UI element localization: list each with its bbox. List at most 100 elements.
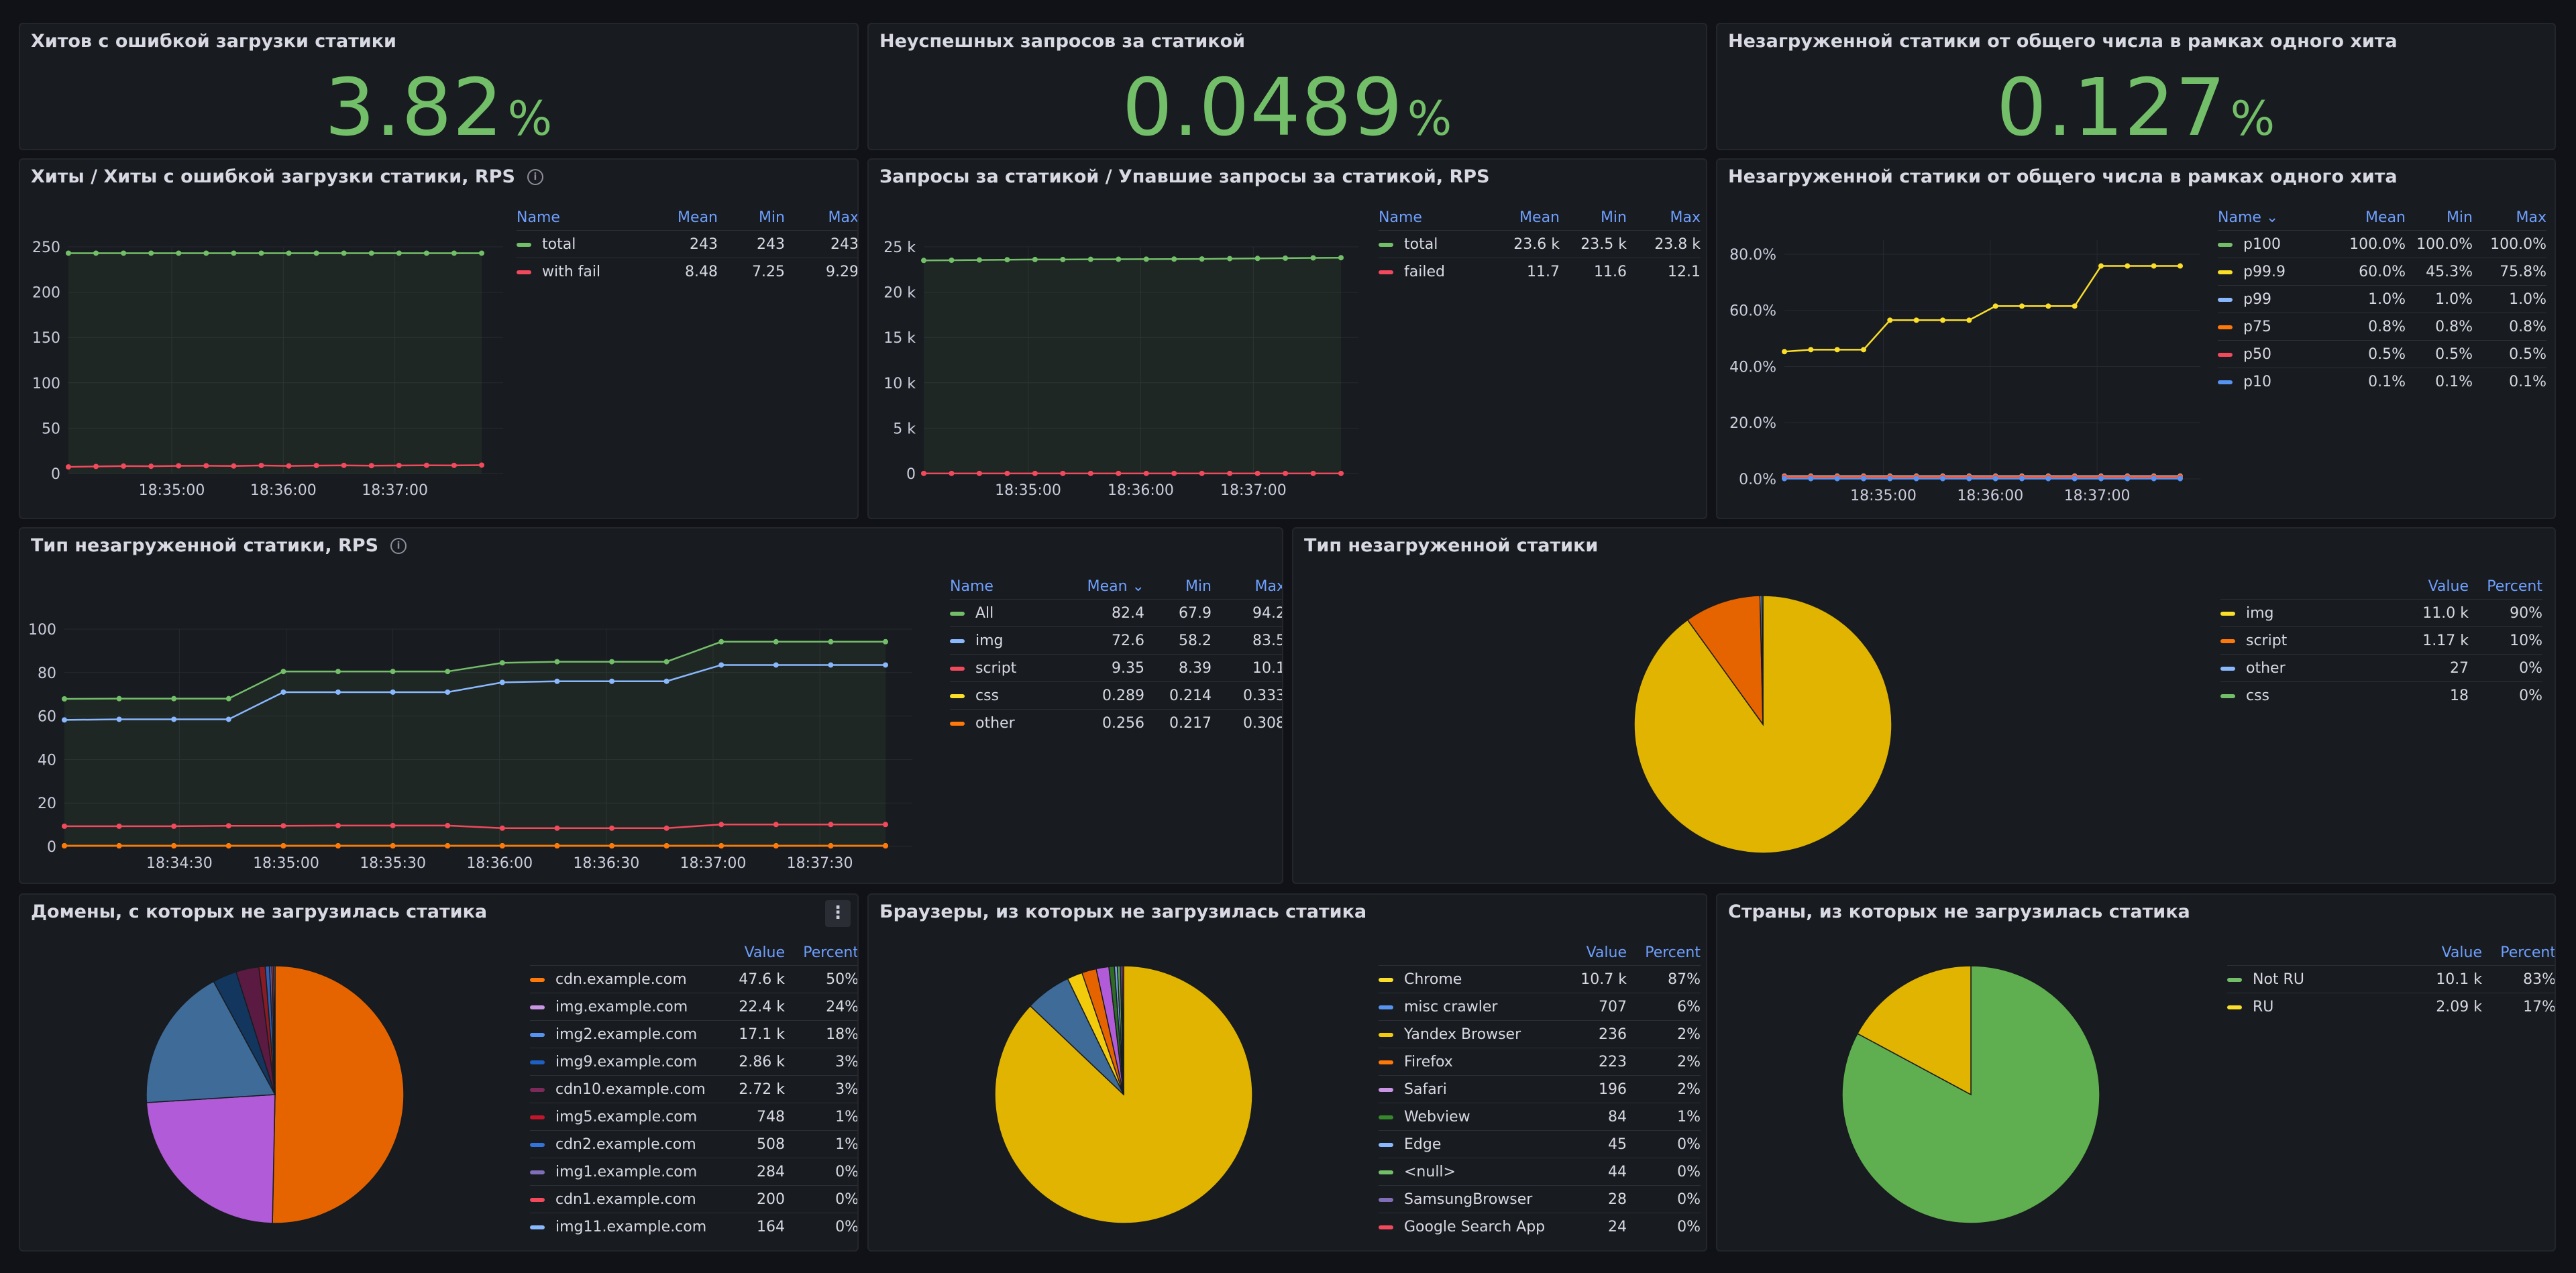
legend-header-cell[interactable] (530, 942, 718, 966)
legend-header-cell[interactable] (1379, 942, 1560, 966)
legend-header-cell[interactable]: Min (2446, 209, 2473, 226)
legend-series-name[interactable]: other (950, 709, 1071, 736)
legend-series-name[interactable]: misc crawler (1379, 993, 1560, 1021)
legend-series-name[interactable]: <null> (1379, 1158, 1560, 1186)
legend-row-cdn2-example-com[interactable]: cdn2.example.com 508 1% (530, 1130, 857, 1158)
legend-row-other[interactable]: other 0.256 0.217 0.308 (950, 709, 1282, 736)
legend-series-name[interactable]: Yandex Browser (1379, 1020, 1560, 1048)
legend-series-name[interactable]: p10 (2218, 368, 2332, 395)
legend-header-cell[interactable]: Percent (1645, 944, 1701, 961)
legend-row-firefox[interactable]: Firefox 223 2% (1379, 1048, 1701, 1076)
legend-row-yandex-browser[interactable]: Yandex Browser 236 2% (1379, 1020, 1701, 1048)
legend-row-failed[interactable]: failed 11.7 11.6 12.1 (1379, 258, 1701, 285)
legend-series-name[interactable]: failed (1379, 258, 1486, 285)
legend-header-cell[interactable]: Value (744, 944, 785, 961)
legend-header-cell[interactable]: Name (950, 578, 994, 595)
legend-series-name[interactable]: p50 (2218, 340, 2332, 368)
legend-row-safari[interactable]: Safari 196 2% (1379, 1075, 1701, 1103)
legend-header-cell[interactable]: Min (1185, 578, 1212, 595)
legend-header-cell[interactable]: Percent (803, 944, 859, 961)
legend-row-ru[interactable]: RU 2.09 k 17% (2227, 993, 2555, 1020)
legend-series-name[interactable]: cdn1.example.com (530, 1185, 718, 1213)
legend-header-cell[interactable]: Max (1670, 209, 1701, 226)
legend-row-p50[interactable]: p50 0.5% 0.5% 0.5% (2218, 340, 2546, 368)
legend-row-p10[interactable]: p10 0.1% 0.1% 0.1% (2218, 368, 2546, 395)
legend-row-css[interactable]: css 18 0% (2220, 681, 2542, 709)
stat-panel-unloaded-share[interactable]: Незагруженной статики от общего числа в … (1716, 23, 2556, 150)
legend-row-cdn-example-com[interactable]: cdn.example.com 47.6 k 50% (530, 965, 857, 993)
legend-series-name[interactable]: Chrome (1379, 965, 1560, 993)
legend-series-name[interactable]: img1.example.com (530, 1158, 718, 1186)
legend-series-name[interactable]: p99.9 (2218, 258, 2332, 286)
legend-row-img11-example-com[interactable]: img11.example.com 164 0% (530, 1213, 857, 1240)
legend-series-name[interactable]: cdn10.example.com (530, 1075, 718, 1103)
legend-row-google-search-app[interactable]: Google Search App 24 0% (1379, 1213, 1701, 1240)
legend-series-name[interactable]: Firefox (1379, 1048, 1560, 1076)
info-icon[interactable]: i (527, 168, 543, 185)
legend-header-cell[interactable]: Mean (678, 209, 718, 226)
legend-series-name[interactable]: Google Search App (1379, 1213, 1560, 1240)
legend-row-img9-example-com[interactable]: img9.example.com 2.86 k 3% (530, 1048, 857, 1076)
panel-types-rps[interactable]: Тип незагруженной статики, RPS i 0 20 40 60 8… (19, 527, 1283, 884)
legend-row-cdn1-example-com[interactable]: cdn1.example.com 200 0% (530, 1185, 857, 1213)
panel-domains[interactable]: Домены, с которых не загрузилась статика… (19, 893, 859, 1252)
legend-header-cell[interactable]: Value (1586, 944, 1627, 961)
legend-series-name[interactable]: p75 (2218, 313, 2332, 341)
legend-header-cell[interactable]: Percent (2487, 578, 2542, 595)
legend-series-name[interactable]: img (2220, 599, 2402, 627)
panel-percentiles[interactable]: Незагруженной статики от общего числа в … (1716, 158, 2556, 519)
legend-row-img5-example-com[interactable]: img5.example.com 748 1% (530, 1103, 857, 1131)
legend-row-edge[interactable]: Edge 45 0% (1379, 1130, 1701, 1158)
legend-row--null-[interactable]: <null> 44 0% (1379, 1158, 1701, 1186)
legend-series-name[interactable]: img.example.com (530, 993, 718, 1021)
legend-row-css[interactable]: css 0.289 0.214 0.333 (950, 681, 1282, 710)
panel-type-pie[interactable]: Тип незагруженной статики Value Percent im… (1292, 527, 2556, 884)
legend-row-script[interactable]: script 9.35 8.39 10.1 (950, 654, 1282, 682)
legend-row-total[interactable]: total 23.6 k 23.5 k 23.8 k (1379, 230, 1701, 258)
legend-series-name[interactable]: total (1379, 230, 1486, 258)
legend-series-name[interactable]: RU (2227, 993, 2415, 1020)
legend-series-name[interactable]: Edge (1379, 1130, 1560, 1158)
legend-series-name[interactable]: css (2220, 681, 2402, 709)
legend-series-name[interactable]: Not RU (2227, 965, 2415, 993)
legend-series-name[interactable]: Safari (1379, 1075, 1560, 1103)
legend-header-cell[interactable]: Min (758, 209, 785, 226)
legend-series-name[interactable]: css (950, 681, 1071, 710)
legend-row-p99-9[interactable]: p99.9 60.0% 45.3% 75.8% (2218, 258, 2546, 286)
legend-row-not-ru[interactable]: Not RU 10.1 k 83% (2227, 965, 2555, 993)
legend-series-name[interactable]: p100 (2218, 230, 2332, 258)
info-icon[interactable]: i (390, 537, 407, 554)
legend-row-img[interactable]: img 11.0 k 90% (2220, 599, 2542, 627)
legend-header-cell[interactable]: Mean ⌄ (1087, 578, 1144, 595)
legend-header-cell[interactable]: Mean (1519, 209, 1560, 226)
legend-header-cell[interactable]: Name ⌄ (2218, 209, 2279, 226)
legend-row-p75[interactable]: p75 0.8% 0.8% 0.8% (2218, 313, 2546, 341)
legend-row-samsungbrowser[interactable]: SamsungBrowser 28 0% (1379, 1185, 1701, 1213)
legend-row-with-fail[interactable]: with fail 8.48 7.25 9.29 (517, 258, 857, 285)
legend-header-cell[interactable]: Max (828, 209, 859, 226)
legend-series-name[interactable]: img5.example.com (530, 1103, 718, 1131)
legend-series-name[interactable]: img11.example.com (530, 1213, 718, 1240)
legend-header-cell[interactable]: Max (2516, 209, 2546, 226)
legend-series-name[interactable]: total (517, 230, 644, 258)
legend-row-cdn10-example-com[interactable]: cdn10.example.com 2.72 k 3% (530, 1075, 857, 1103)
legend-row-img1-example-com[interactable]: img1.example.com 284 0% (530, 1158, 857, 1186)
legend-series-name[interactable]: p99 (2218, 285, 2332, 313)
panel-hits-rps[interactable]: Хиты / Хиты с ошибкой загрузки статики, … (19, 158, 859, 519)
panel-countries[interactable]: Страны, из которых не загрузилась статик… (1716, 893, 2556, 1252)
panel-requests-rps[interactable]: Запросы за статикой / Упавшие запросы за… (867, 158, 1707, 519)
legend-header-cell[interactable]: Value (2428, 578, 2469, 595)
legend-row-img[interactable]: img 72.6 58.2 83.5 (950, 626, 1282, 655)
legend-header-cell[interactable]: Min (1600, 209, 1627, 226)
legend-row-img2-example-com[interactable]: img2.example.com 17.1 k 18% (530, 1020, 857, 1048)
legend-series-name[interactable]: img (950, 626, 1071, 655)
legend-series-name[interactable]: cdn.example.com (530, 965, 718, 993)
legend-row-webview[interactable]: Webview 84 1% (1379, 1103, 1701, 1131)
legend-row-p100[interactable]: p100 100.0% 100.0% 100.0% (2218, 230, 2546, 258)
legend-header-cell[interactable] (2227, 942, 2415, 966)
legend-series-name[interactable]: SamsungBrowser (1379, 1185, 1560, 1213)
legend-row-chrome[interactable]: Chrome 10.7 k 87% (1379, 965, 1701, 993)
legend-header-cell[interactable]: Name (517, 209, 560, 226)
panel-browsers[interactable]: Браузеры, из которых не загрузилась стат… (867, 893, 1707, 1252)
legend-row-img-example-com[interactable]: img.example.com 22.4 k 24% (530, 993, 857, 1021)
